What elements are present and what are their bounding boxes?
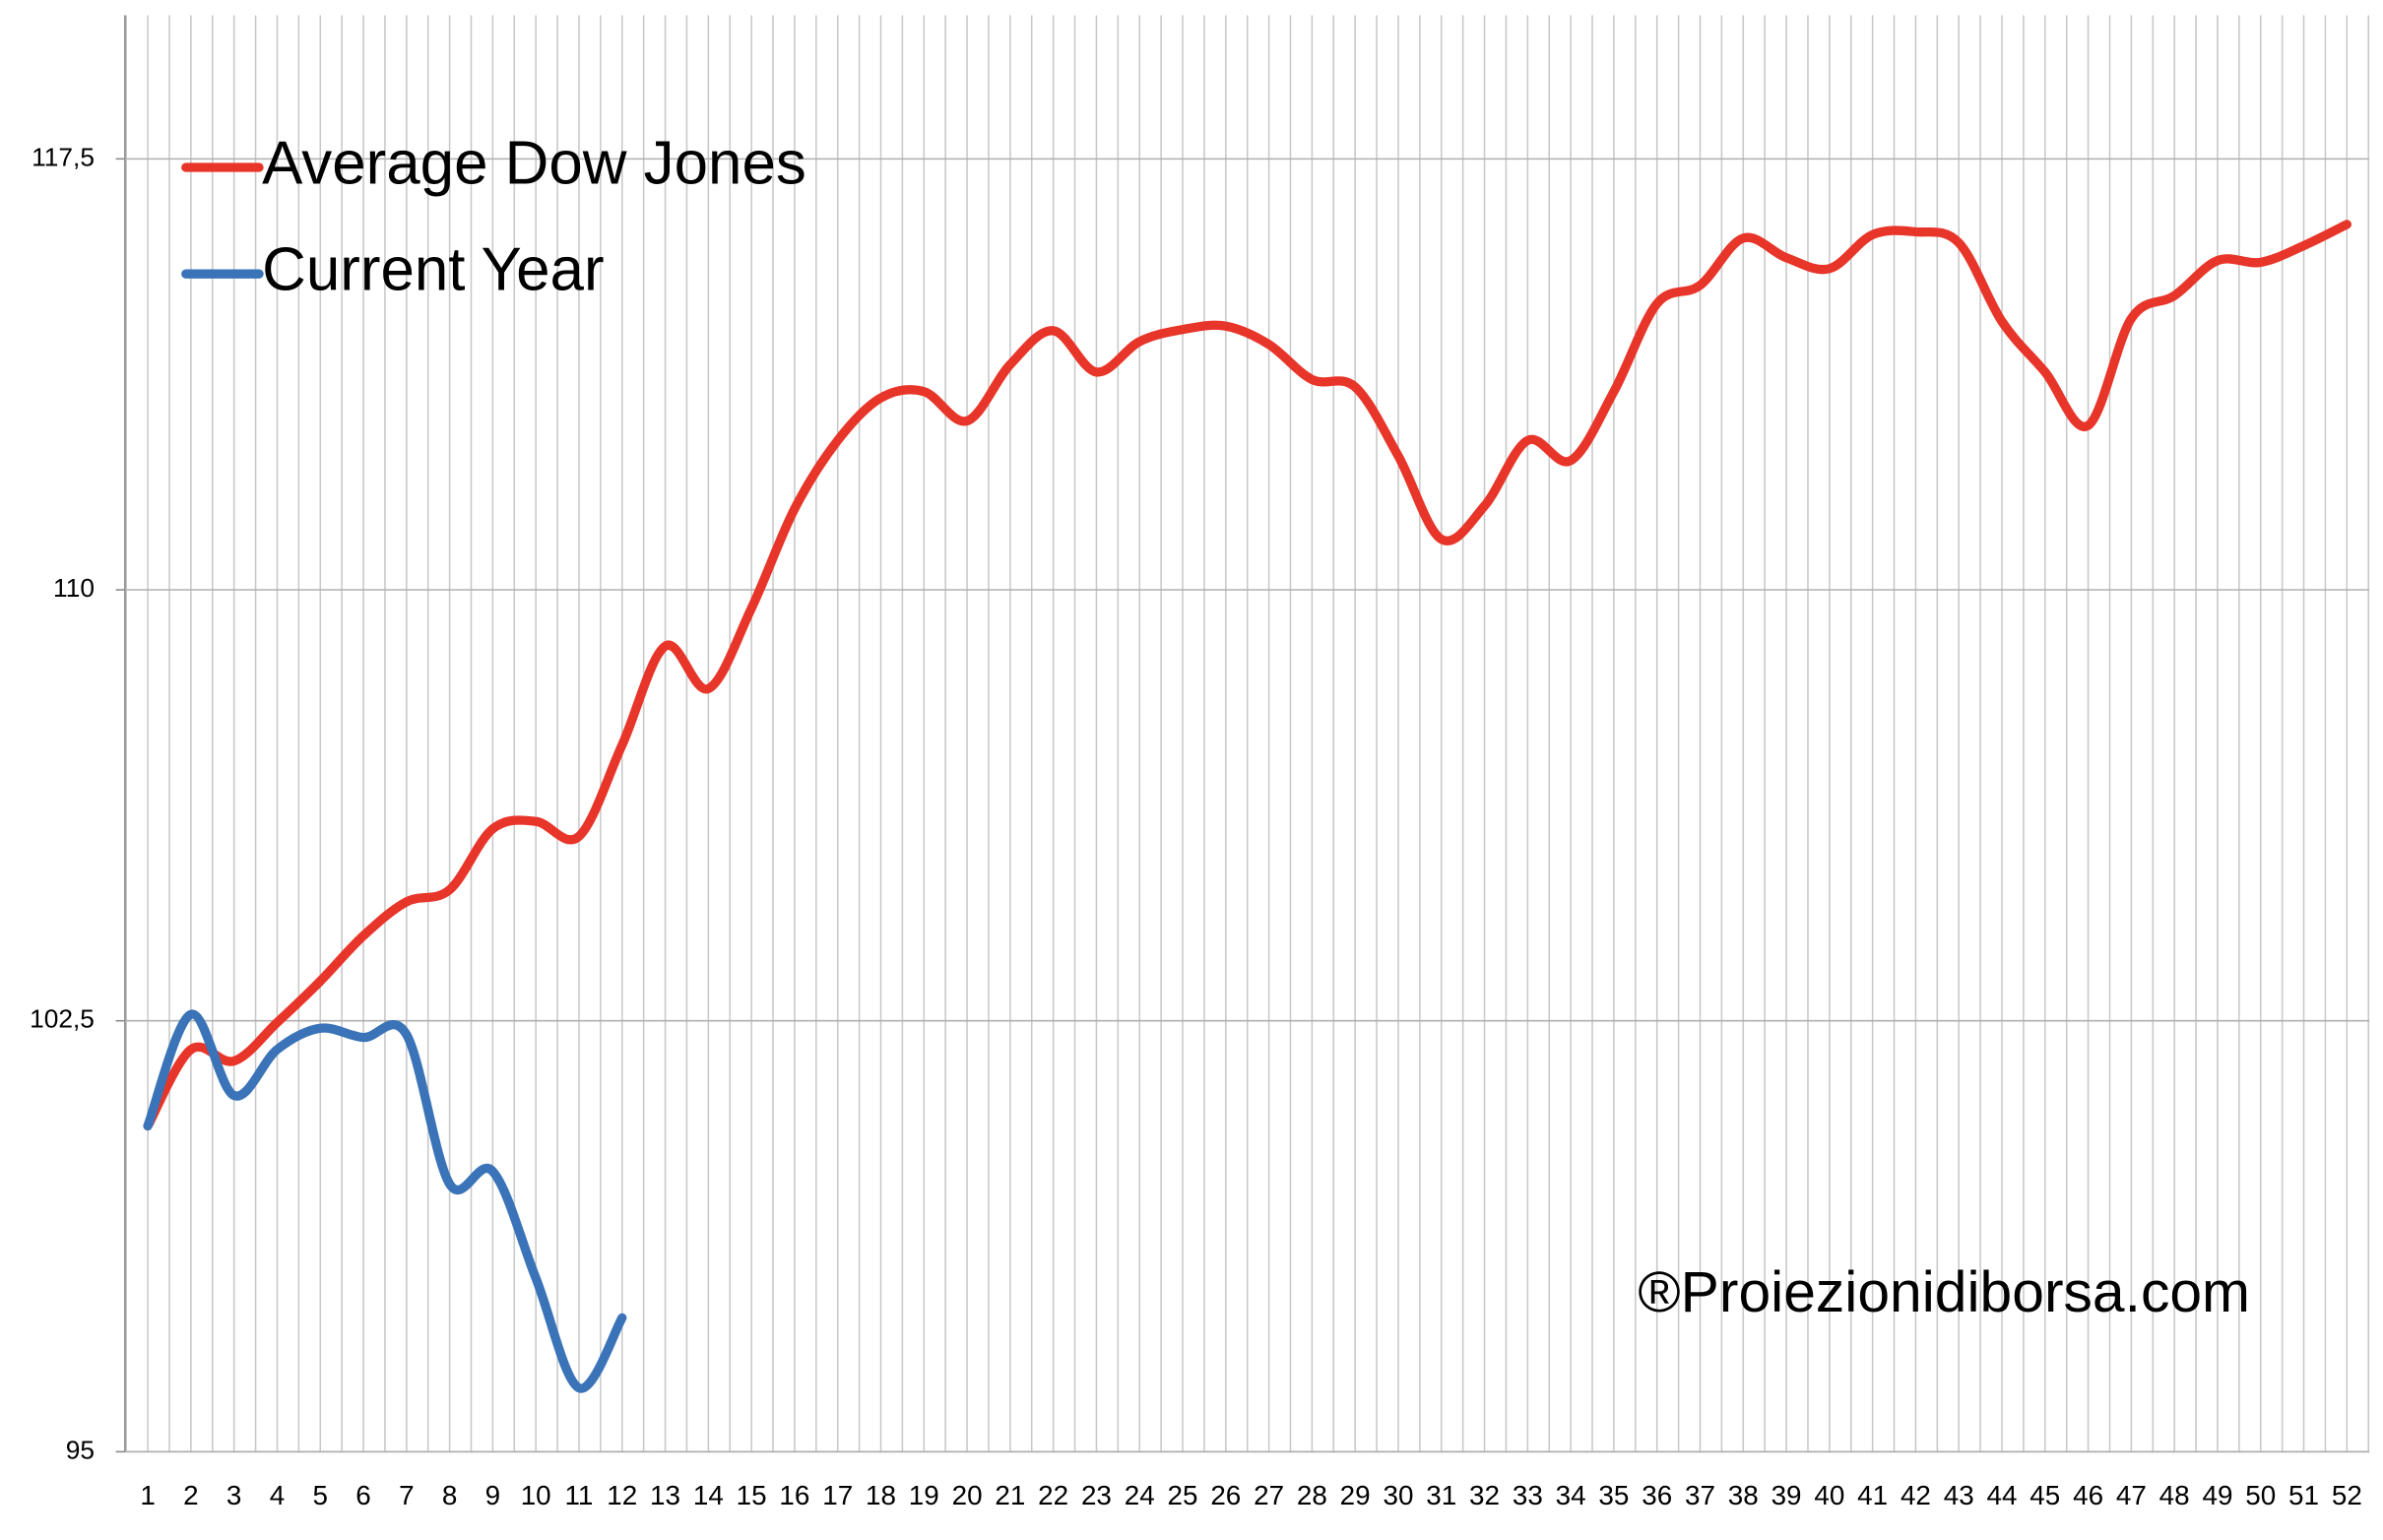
x-tick-label: 4 [270, 1480, 285, 1510]
line-series [143, 220, 2351, 1131]
x-tick-label: 31 [1426, 1480, 1456, 1510]
x-tick-label: 36 [1642, 1480, 1672, 1510]
x-tick-label: 49 [2202, 1480, 2232, 1510]
watermark: ®Proiezionidiborsa.com [1638, 1260, 2250, 1324]
x-tick-label: 5 [312, 1480, 327, 1510]
x-tick-label: 3 [226, 1480, 241, 1510]
y-tick-label: 102,5 [30, 1004, 95, 1034]
y-tick-label: 110 [53, 573, 95, 603]
x-tick-label: 35 [1598, 1480, 1629, 1510]
legend-label: Average Dow Jones [262, 129, 806, 197]
x-tick-label: 14 [693, 1480, 724, 1510]
x-tick-label: 37 [1685, 1480, 1715, 1510]
legend-label: Current Year [262, 236, 604, 304]
x-tick-label: 28 [1297, 1480, 1327, 1510]
x-tick-label: 19 [909, 1480, 939, 1510]
x-tick-label: 17 [822, 1480, 853, 1510]
x-tick-label: 25 [1168, 1480, 1198, 1510]
x-tick-label: 12 [607, 1480, 637, 1510]
x-tick-label: 26 [1210, 1480, 1241, 1510]
x-tick-label: 43 [1944, 1480, 1974, 1510]
x-tick-label: 22 [1038, 1480, 1068, 1510]
x-tick-label: 18 [866, 1480, 896, 1510]
x-tick-label: 30 [1383, 1480, 1413, 1510]
x-tick-label: 46 [2073, 1480, 2103, 1510]
x-tick-label: 29 [1340, 1480, 1371, 1510]
x-tick-label: 48 [2159, 1480, 2190, 1510]
x-tick-label: 27 [1254, 1480, 1284, 1510]
x-tick-label: 16 [779, 1480, 809, 1510]
y-tick-label: 95 [66, 1435, 95, 1464]
line-series [143, 1009, 627, 1393]
x-tick-label: 41 [1857, 1480, 1888, 1510]
x-tick-label: 38 [1728, 1480, 1759, 1510]
x-tick-label: 21 [995, 1480, 1025, 1510]
x-tick-label: 24 [1125, 1480, 1155, 1510]
x-tick-label: 15 [737, 1480, 767, 1510]
x-tick-label: 2 [183, 1480, 198, 1510]
x-tick-label: 8 [442, 1480, 457, 1510]
x-tick-label: 7 [399, 1480, 414, 1510]
x-tick-label: 20 [952, 1480, 983, 1510]
y-tick-label: 117,5 [32, 142, 95, 171]
x-tick-label: 47 [2116, 1480, 2147, 1510]
x-tick-label: 34 [1556, 1480, 1586, 1510]
x-tick-label: 1 [140, 1480, 155, 1510]
x-tick-label: 23 [1081, 1480, 1112, 1510]
x-tick-label: 11 [565, 1480, 594, 1510]
x-tick-label: 52 [2332, 1480, 2362, 1510]
x-tick-label: 13 [650, 1480, 680, 1510]
x-tick-label: 32 [1469, 1480, 1500, 1510]
x-tick-label: 51 [2288, 1480, 2319, 1510]
vertical-grid [125, 15, 2369, 1452]
x-tick-label: 40 [1814, 1480, 1844, 1510]
x-tick-label: 44 [1987, 1480, 2018, 1510]
x-tick-label: 45 [2029, 1480, 2060, 1510]
x-tick-label: 33 [1513, 1480, 1543, 1510]
x-tick-label: 6 [355, 1480, 370, 1510]
x-tick-label: 50 [2245, 1480, 2276, 1510]
x-tick-label: 10 [521, 1480, 551, 1510]
x-tick-label: 39 [1771, 1480, 1802, 1510]
x-tick-label: 9 [485, 1480, 500, 1510]
x-tick-label: 42 [1900, 1480, 1931, 1510]
